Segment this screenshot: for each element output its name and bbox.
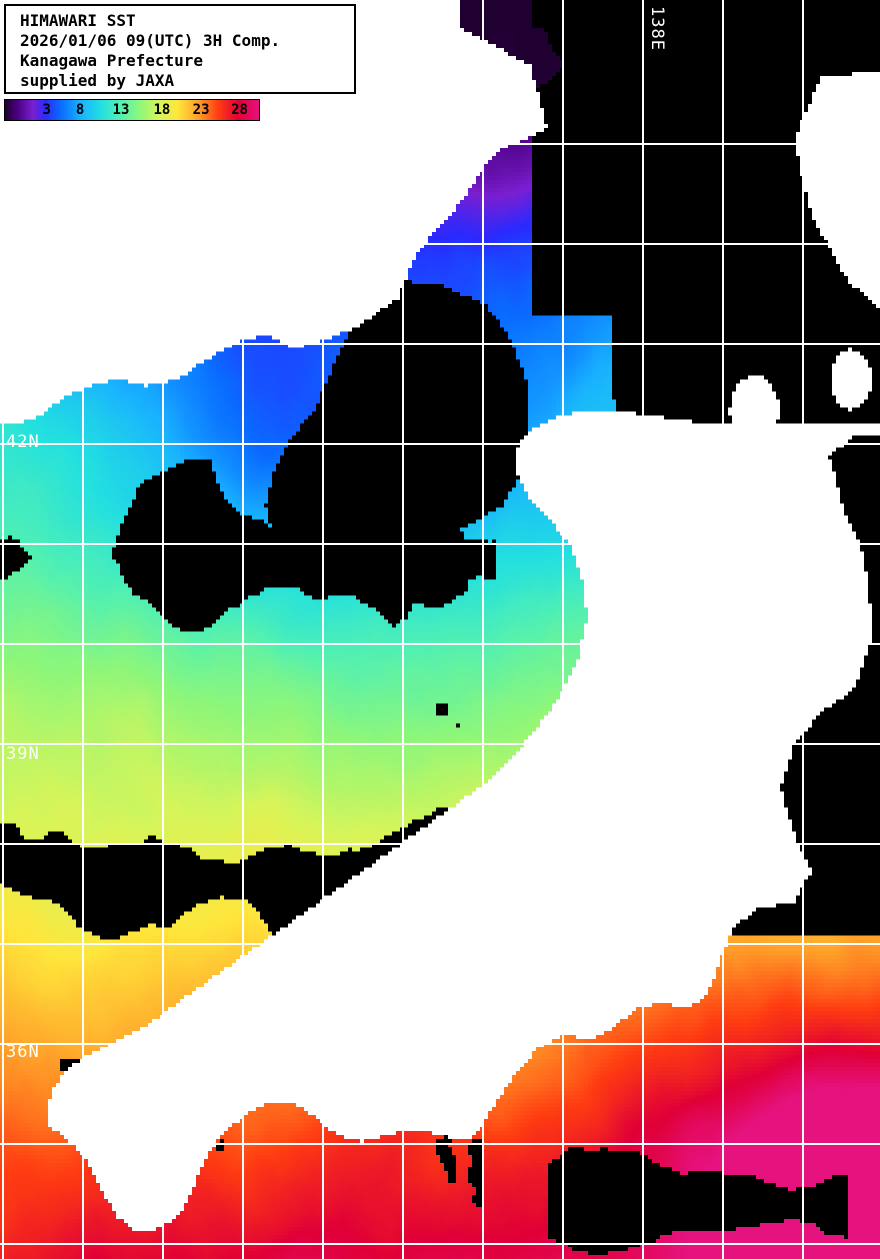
title-line-credit: supplied by JAXA: [20, 71, 175, 90]
colorbar-tick-labels: 3 8 13 18 23 28: [4, 99, 260, 121]
title-card: HIMAWARI SST 2026/01/06 09(UTC) 3H Comp.…: [4, 4, 356, 94]
title-line-product: HIMAWARI SST: [20, 11, 136, 30]
colorbar: [4, 99, 260, 121]
colorbar-tick-3: 3: [42, 102, 51, 118]
colorbar-tick-23: 23: [192, 102, 210, 118]
colorbar-tick-28: 28: [231, 102, 248, 118]
colorbar-tick-13: 13: [112, 102, 130, 118]
title-line-region: Kanagawa Prefecture: [20, 51, 204, 70]
colorbar-tick-18: 18: [153, 102, 171, 118]
colorbar-tick-8: 8: [75, 102, 85, 118]
colorbar-gradient: [5, 100, 259, 120]
title-line-datetime: 2026/01/06 09(UTC) 3H Comp.: [20, 31, 281, 50]
